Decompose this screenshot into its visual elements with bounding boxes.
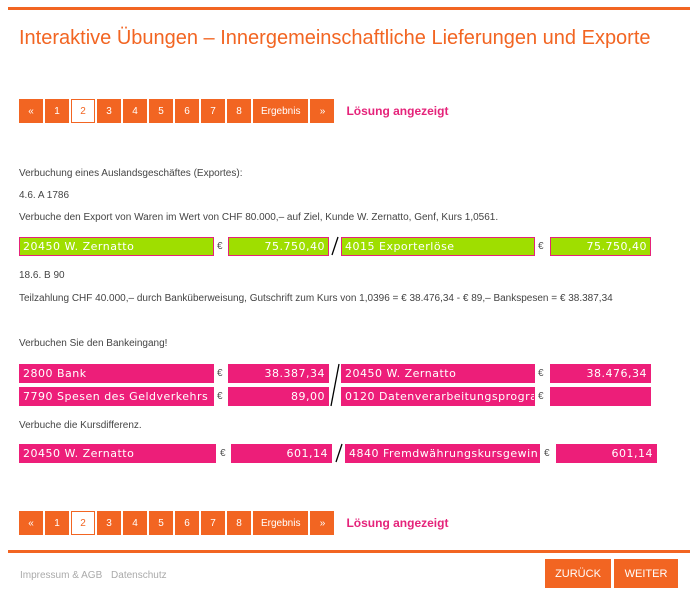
kursdiff-credit-amount[interactable]: 601,14: [556, 444, 657, 463]
bank-credit-1-amount[interactable]: 38.476,34: [550, 364, 651, 383]
page-2-button[interactable]: 2: [71, 511, 95, 535]
date-1-text: 4.6. A 1786: [19, 190, 70, 201]
page-3-button[interactable]: 3: [97, 511, 121, 535]
euro-label: €: [220, 448, 226, 459]
result-button[interactable]: Ergebnis: [253, 511, 309, 535]
top-divider: [8, 7, 690, 10]
page-8-button[interactable]: 8: [227, 99, 251, 123]
page-5-button[interactable]: 5: [149, 99, 173, 123]
solution-status: Lösung angezeigt: [346, 516, 449, 530]
page-4-button[interactable]: 4: [123, 99, 147, 123]
euro-label: €: [544, 448, 550, 459]
slash-separator-icon: [335, 443, 343, 463]
slash-separator-icon: [330, 363, 340, 407]
bank-debit-1-account[interactable]: 2800 Bank: [19, 364, 214, 383]
export-debit-account[interactable]: 20450 W. Zernatto: [19, 237, 214, 256]
bank-debit-2-amount[interactable]: 89,00: [228, 387, 329, 406]
bank-credit-2-account[interactable]: 0120 Datenverarbeitungsprogramme: [341, 387, 535, 406]
pagination-bottom: « 1 2 3 4 5 6 7 8 Ergebnis » Lösung ange…: [19, 511, 448, 535]
page-6-button[interactable]: 6: [175, 99, 199, 123]
task-4-text: Verbuche die Kursdifferenz.: [19, 420, 142, 431]
result-button[interactable]: Ergebnis: [253, 99, 309, 123]
euro-label: €: [538, 391, 544, 402]
page-2-button[interactable]: 2: [71, 99, 95, 123]
page-5-button[interactable]: 5: [149, 511, 173, 535]
page-prev-button[interactable]: «: [19, 99, 43, 123]
date-2-text: 18.6. B 90: [19, 270, 65, 281]
bank-credit-1-account[interactable]: 20450 W. Zernatto: [341, 364, 535, 383]
euro-label: €: [217, 391, 223, 402]
export-credit-amount[interactable]: 75.750,40: [550, 237, 651, 256]
export-credit-account[interactable]: 4015 Exporterlöse: [341, 237, 535, 256]
page-next-button[interactable]: »: [310, 511, 335, 535]
page-7-button[interactable]: 7: [201, 99, 225, 123]
slash-separator-icon: [331, 236, 339, 256]
kursdiff-credit-account[interactable]: 4840 Fremdwährungskursgewinne: [345, 444, 540, 463]
datenschutz-link[interactable]: Datenschutz: [111, 570, 167, 581]
page-7-button[interactable]: 7: [201, 511, 225, 535]
pagination-top: « 1 2 3 4 5 6 7 8 Ergebnis » Lösung ange…: [19, 99, 448, 123]
impressum-link[interactable]: Impressum & AGB: [20, 570, 103, 581]
page-6-button[interactable]: 6: [175, 511, 199, 535]
euro-label: €: [217, 368, 223, 379]
bank-credit-2-amount[interactable]: [550, 387, 651, 406]
euro-label: €: [217, 241, 223, 252]
page-8-button[interactable]: 8: [227, 511, 251, 535]
export-debit-amount[interactable]: 75.750,40: [228, 237, 329, 256]
euro-label: €: [538, 241, 544, 252]
intro-text: Verbuchung eines Auslandsgeschäftes (Exp…: [19, 168, 243, 179]
page-prev-button[interactable]: «: [19, 511, 43, 535]
next-button[interactable]: WEITER: [614, 559, 678, 588]
task-1-text: Verbuche den Export von Waren im Wert vo…: [19, 212, 499, 223]
page-3-button[interactable]: 3: [97, 99, 121, 123]
page-4-button[interactable]: 4: [123, 511, 147, 535]
kursdiff-debit-amount[interactable]: 601,14: [231, 444, 332, 463]
euro-label: €: [538, 368, 544, 379]
page-1-button[interactable]: 1: [45, 99, 69, 123]
footer-links: Impressum & AGB Datenschutz: [20, 570, 173, 581]
bank-debit-2-account[interactable]: 7790 Spesen des Geldverkehrs: [19, 387, 214, 406]
kursdiff-debit-account[interactable]: 20450 W. Zernatto: [19, 444, 216, 463]
page-next-button[interactable]: »: [310, 99, 335, 123]
task-2-text: Teilzahlung CHF 40.000,– durch Banküberw…: [19, 293, 613, 304]
solution-status: Lösung angezeigt: [346, 104, 449, 118]
task-3-text: Verbuchen Sie den Bankeingang!: [19, 338, 168, 349]
bank-debit-1-amount[interactable]: 38.387,34: [228, 364, 329, 383]
page-title: Interaktive Übungen – Innergemeinschaftl…: [19, 27, 651, 49]
bottom-divider: [8, 550, 690, 553]
back-button[interactable]: ZURÜCK: [545, 559, 611, 588]
page-1-button[interactable]: 1: [45, 511, 69, 535]
